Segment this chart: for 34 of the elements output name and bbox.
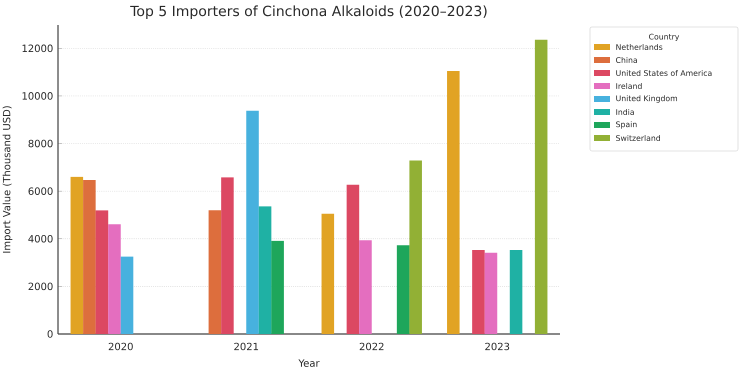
bar [409, 160, 422, 334]
y-axis-title: Import Value (Thousand USD) [2, 106, 12, 253]
bar [510, 250, 522, 334]
x-tick-label: 2021 [234, 342, 258, 350]
y-tick-label: 2000 [28, 282, 53, 290]
bar [96, 210, 108, 334]
bar [70, 176, 84, 334]
y-tick-label: 12000 [22, 44, 53, 52]
bar [83, 180, 96, 334]
bar [484, 252, 498, 334]
y-tick-label: 4000 [28, 234, 53, 243]
bar [246, 110, 259, 334]
y-tick-label: 6000 [28, 187, 53, 195]
x-tick-label: 2023 [485, 342, 510, 350]
bar [120, 256, 134, 334]
x-axis-title: Year [298, 359, 320, 367]
bar [208, 210, 222, 334]
chart-title: Top 5 Importers of Cinchona Alkaloids (2020–2023) [130, 5, 487, 19]
bar [472, 250, 485, 334]
bar [108, 224, 121, 334]
x-tick-label: 2022 [360, 342, 384, 350]
x-tick-label: 2020 [108, 342, 133, 350]
bar [359, 240, 372, 334]
bar [258, 206, 272, 334]
bar [396, 245, 410, 334]
bar [534, 40, 548, 334]
bar [322, 214, 334, 334]
bar [346, 184, 360, 334]
y-tick-label: 10000 [22, 92, 53, 100]
bar [447, 70, 460, 334]
bar [221, 177, 234, 334]
y-tick-label: 8000 [28, 140, 53, 148]
y-tick-label: 0 [48, 330, 53, 338]
bar [271, 240, 284, 334]
